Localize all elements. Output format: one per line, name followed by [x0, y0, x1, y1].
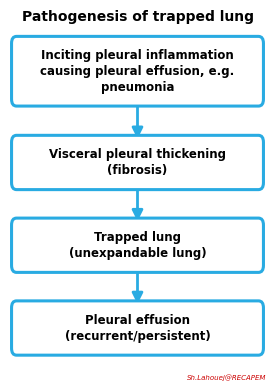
Text: Trapped lung
(unexpandable lung): Trapped lung (unexpandable lung): [69, 231, 206, 260]
FancyBboxPatch shape: [12, 136, 263, 190]
FancyBboxPatch shape: [12, 218, 263, 273]
Text: Inciting pleural inflammation
causing pleural effusion, e.g.
pneumonia: Inciting pleural inflammation causing pl…: [40, 49, 235, 94]
Text: Pathogenesis of trapped lung: Pathogenesis of trapped lung: [21, 10, 254, 24]
FancyBboxPatch shape: [12, 301, 263, 355]
Text: Pleural effusion
(recurrent/persistent): Pleural effusion (recurrent/persistent): [65, 313, 210, 343]
Text: Sh.Lahouej@RECAPEM: Sh.Lahouej@RECAPEM: [187, 375, 267, 381]
Text: Visceral pleural thickening
(fibrosis): Visceral pleural thickening (fibrosis): [49, 148, 226, 177]
FancyBboxPatch shape: [12, 37, 263, 106]
